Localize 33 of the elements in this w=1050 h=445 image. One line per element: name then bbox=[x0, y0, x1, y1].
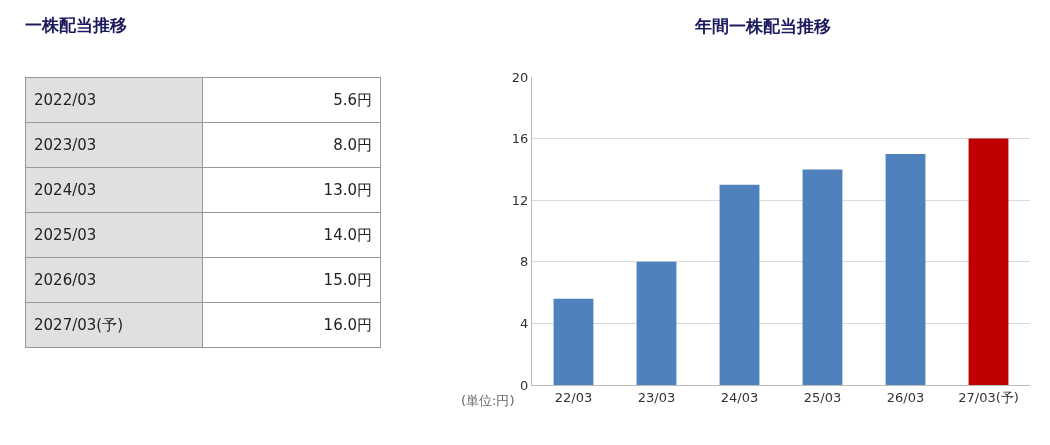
data-label: 15.0円 bbox=[202, 257, 381, 303]
x-tick-label: 24/03 bbox=[720, 389, 759, 405]
text: 一株配当推移 bbox=[25, 14, 127, 37]
bar bbox=[719, 184, 760, 385]
category-label: 2024/03 bbox=[25, 167, 203, 213]
y-tick-label: 4 bbox=[520, 315, 529, 331]
y-tick-label: 8 bbox=[520, 254, 529, 270]
bar bbox=[885, 154, 926, 385]
x-tick-label: 27/03(予) bbox=[958, 389, 1019, 405]
x-tick-label: 25/03 bbox=[803, 389, 842, 405]
category-label: 2026/03 bbox=[25, 257, 203, 303]
category-label: 2023/03 bbox=[25, 122, 203, 168]
data-label: 13.0円 bbox=[202, 167, 381, 213]
category-label: 2025/03 bbox=[25, 212, 203, 258]
data-label: 5.6円 bbox=[202, 77, 381, 123]
bar bbox=[802, 169, 843, 385]
y-tick-label: 12 bbox=[511, 192, 529, 208]
text: (単位:円) bbox=[461, 393, 515, 408]
data-label: 8.0円 bbox=[202, 122, 381, 168]
x-tick-label: 26/03 bbox=[886, 389, 925, 405]
data-label: 14.0円 bbox=[202, 212, 381, 258]
category-label: 2027/03(予) bbox=[25, 302, 203, 348]
bar bbox=[968, 138, 1009, 385]
x-tick-label: 23/03 bbox=[637, 389, 676, 405]
y-tick-label: 20 bbox=[511, 69, 529, 85]
data-label: 16.0円 bbox=[202, 302, 381, 348]
chart-title: 年間一株配当推移 bbox=[694, 15, 832, 36]
bar bbox=[636, 261, 677, 385]
bar bbox=[553, 298, 594, 385]
category-label: 2022/03 bbox=[25, 77, 203, 123]
x-tick-label: 22/03 bbox=[554, 389, 593, 405]
y-tick-label: 16 bbox=[511, 131, 529, 147]
y-tick-label: 0 bbox=[520, 377, 529, 393]
